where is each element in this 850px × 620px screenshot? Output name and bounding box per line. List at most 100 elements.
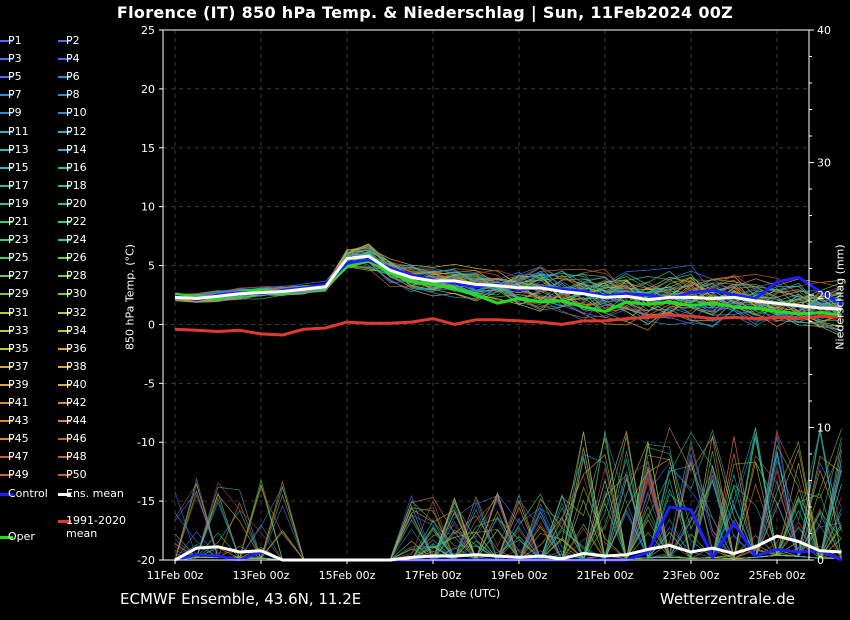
legend-swatch bbox=[58, 275, 71, 278]
x-tick-label: 23Feb 00z bbox=[663, 569, 720, 582]
legend-swatch bbox=[58, 383, 71, 386]
legend-label: P35 bbox=[8, 341, 29, 355]
x-tick-label: 13Feb 00z bbox=[233, 569, 290, 582]
legend-label: P50 bbox=[66, 468, 87, 482]
legend-swatch bbox=[0, 365, 13, 368]
legend-swatch bbox=[0, 347, 13, 350]
legend-swatch bbox=[58, 239, 71, 242]
legend-label: P32 bbox=[66, 305, 87, 319]
legend-label: Ens. mean bbox=[66, 486, 124, 500]
legend-swatch bbox=[58, 202, 71, 205]
legend-swatch bbox=[58, 112, 71, 115]
legend-swatch bbox=[58, 347, 71, 350]
footer-brand: Wetterzentrale.de bbox=[659, 590, 795, 608]
legend-swatch bbox=[58, 456, 71, 459]
legend-swatch bbox=[0, 221, 13, 223]
x-tick-label: 21Feb 00z bbox=[577, 569, 634, 582]
y-left-tick-label: 5 bbox=[148, 260, 155, 273]
ensemble-member-temp-line bbox=[174, 247, 842, 309]
legend-swatch bbox=[58, 438, 71, 441]
legend-swatch bbox=[0, 275, 13, 278]
legend-label: Oper bbox=[8, 530, 35, 543]
legend-label: P23 bbox=[8, 233, 29, 247]
legend-swatch bbox=[0, 239, 13, 242]
legend-label: P27 bbox=[8, 269, 29, 283]
legend-label: P12 bbox=[66, 124, 87, 138]
legend-label: P46 bbox=[66, 432, 87, 446]
axes: 25 20 15 10 5 0 -5 -10 -15 -20 40 30 20 10 0 11Feb 00z 1… bbox=[137, 24, 831, 582]
legend-swatch bbox=[58, 420, 71, 423]
legend-swatch bbox=[58, 329, 71, 332]
legend-label: P13 bbox=[8, 142, 29, 156]
legend-swatch bbox=[58, 166, 71, 169]
legend-swatch bbox=[0, 311, 13, 314]
legend-label: P45 bbox=[8, 432, 29, 446]
legend-label: Control bbox=[8, 486, 48, 500]
y-left-tick-label: -15 bbox=[137, 495, 155, 508]
ensemble-member-precip-line bbox=[174, 476, 842, 561]
legend-label: P19 bbox=[8, 196, 29, 210]
legend-swatch bbox=[0, 536, 13, 539]
legend-swatch bbox=[58, 474, 71, 477]
x-tick-label: 25Feb 00z bbox=[749, 569, 806, 582]
y-left-tick-label: 20 bbox=[141, 83, 155, 96]
legend-swatch bbox=[58, 76, 71, 79]
x-tick-label: 15Feb 00z bbox=[319, 569, 376, 582]
y-left-tick-label: -5 bbox=[144, 377, 155, 390]
legend-swatch bbox=[0, 130, 13, 133]
legend-label: P18 bbox=[66, 178, 87, 192]
legend-swatch bbox=[0, 383, 13, 386]
legend-label: P21 bbox=[8, 215, 29, 228]
legend-label: P1 bbox=[8, 34, 22, 47]
legend-label: P38 bbox=[66, 359, 87, 373]
legend-swatch bbox=[0, 184, 13, 187]
legend-label: P31 bbox=[8, 305, 29, 319]
legend-label: P2 bbox=[66, 34, 80, 47]
legend-label: P43 bbox=[8, 414, 29, 428]
legend-label: P15 bbox=[8, 160, 29, 174]
legend-swatch bbox=[0, 148, 13, 151]
legend-label: P17 bbox=[8, 178, 29, 192]
legend-swatch bbox=[58, 40, 71, 42]
legend-swatch bbox=[0, 438, 13, 441]
legend-label: P22 bbox=[66, 215, 87, 228]
legend-label: P7 bbox=[8, 88, 22, 102]
legend-swatch bbox=[0, 94, 13, 97]
series-line-temp bbox=[174, 259, 842, 317]
legend-label: P3 bbox=[8, 52, 22, 66]
legend-label: P11 bbox=[8, 124, 29, 138]
legend-label: 1991-2020 mean bbox=[66, 514, 126, 540]
footer-source: ECMWF Ensemble, 43.6N, 11.2E bbox=[120, 590, 362, 608]
series-line-temp bbox=[174, 254, 842, 311]
legend-label: P9 bbox=[8, 106, 22, 120]
legend-label: P10 bbox=[66, 106, 87, 120]
legend-swatch bbox=[58, 221, 71, 223]
legend-label: P47 bbox=[8, 450, 29, 464]
legend-swatch bbox=[0, 329, 13, 332]
legend-swatch bbox=[58, 311, 71, 314]
legend-label: P42 bbox=[66, 396, 87, 409]
y-axis-right-title: Niederschlag (mm) bbox=[833, 244, 847, 350]
legend-label: P37 bbox=[8, 359, 29, 373]
legend-label: P33 bbox=[8, 323, 29, 337]
legend-swatch bbox=[58, 148, 71, 151]
ensemble-member-precip-line bbox=[174, 426, 842, 561]
legend-swatch bbox=[58, 365, 71, 368]
y-right-tick-label: 0 bbox=[817, 554, 824, 567]
legend-label: P28 bbox=[66, 269, 87, 283]
legend-label: P41 bbox=[8, 396, 29, 409]
legend-label: P30 bbox=[66, 287, 87, 301]
y-left-tick-label: 10 bbox=[141, 201, 155, 214]
legend-label: P6 bbox=[66, 70, 80, 84]
legend-swatch bbox=[0, 420, 13, 423]
x-tick-label: 19Feb 00z bbox=[491, 569, 548, 582]
legend-swatch bbox=[0, 76, 13, 79]
legend-swatch bbox=[0, 456, 13, 459]
x-tick-label: 11Feb 00z bbox=[147, 569, 204, 582]
legend-label: P8 bbox=[66, 88, 80, 102]
y-left-tick-label: 0 bbox=[148, 318, 155, 331]
y-right-tick-label: 20 bbox=[817, 289, 831, 302]
legend-label: P34 bbox=[66, 323, 87, 337]
legend: P1 P2 P3 P4 P5 P6 P7 P8 P9 P10 P11 P12 P13 P14 P15 P16 P… bbox=[0, 34, 130, 554]
legend-swatch bbox=[0, 257, 13, 260]
